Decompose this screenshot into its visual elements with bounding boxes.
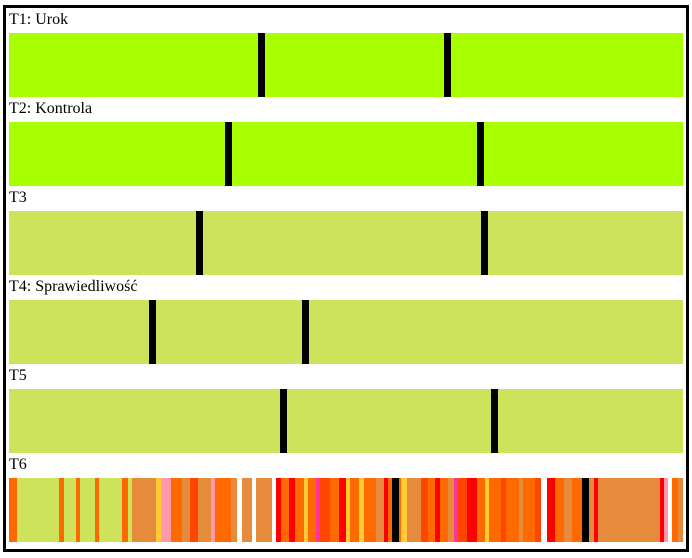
- position-marker[interactable]: [480, 211, 488, 275]
- color-stripe: [236, 478, 243, 542]
- position-marker[interactable]: [443, 33, 451, 97]
- color-stripe: [275, 478, 282, 542]
- track-label: T6: [9, 456, 27, 473]
- track-label: T2: Kontrola: [9, 100, 93, 117]
- position-marker[interactable]: [302, 300, 310, 364]
- position-marker[interactable]: [582, 478, 590, 542]
- color-stripe: [428, 478, 435, 542]
- color-stripe: [406, 478, 422, 542]
- track-bar-t6[interactable]: [9, 478, 683, 542]
- color-stripe: [99, 478, 123, 542]
- color-stripe: [281, 478, 290, 542]
- color-stripe: [271, 478, 276, 542]
- color-stripe: [363, 478, 376, 542]
- color-stripe: [434, 478, 441, 542]
- position-marker[interactable]: [149, 300, 157, 364]
- color-stripe: [294, 478, 305, 542]
- position-marker[interactable]: [391, 478, 399, 542]
- color-stripe: [350, 478, 360, 542]
- timeline-panel: T1: Urok T2: Kontrola T3 T4: Sprawiedliwość…: [3, 5, 689, 552]
- color-stripe: [127, 478, 132, 542]
- color-stripe: [541, 478, 547, 542]
- color-stripe: [518, 478, 523, 542]
- color-stripe: [58, 478, 65, 542]
- track-label: T4: Sprawiedliwość: [9, 278, 138, 295]
- track-bar-t3[interactable]: [9, 211, 683, 275]
- color-stripe: [484, 478, 489, 542]
- color-stripe: [308, 478, 317, 542]
- color-stripe: [197, 478, 212, 542]
- track-bar-t2[interactable]: [9, 122, 683, 186]
- color-stripe: [215, 478, 232, 542]
- color-stripe: [401, 478, 407, 542]
- color-stripe: [339, 478, 346, 542]
- position-marker[interactable]: [490, 389, 498, 453]
- color-stripe: [453, 478, 458, 542]
- color-stripe: [448, 478, 454, 542]
- color-stripe: [231, 478, 237, 542]
- color-stripe: [161, 478, 171, 542]
- color-stripe: [554, 478, 565, 542]
- color-stripe: [383, 478, 388, 542]
- color-stripe: [375, 478, 384, 542]
- color-stripe: [572, 478, 582, 542]
- track-bar-t1[interactable]: [9, 33, 683, 97]
- track-bar-t4[interactable]: [9, 300, 683, 364]
- color-stripe: [546, 478, 555, 542]
- color-stripe: [346, 478, 351, 542]
- color-stripe: [289, 478, 295, 542]
- color-stripe: [457, 478, 468, 542]
- color-stripe: [181, 478, 190, 542]
- color-stripe: [95, 478, 100, 542]
- track-label: T3: [9, 189, 27, 206]
- color-stripe: [467, 478, 477, 542]
- color-stripe: [476, 478, 485, 542]
- color-stripe: [189, 478, 198, 542]
- color-stripe: [564, 478, 573, 542]
- position-marker[interactable]: [225, 122, 233, 186]
- color-stripe: [17, 478, 59, 542]
- color-stripe: [668, 478, 673, 542]
- color-stripe: [598, 478, 661, 542]
- color-stripe: [64, 478, 77, 542]
- color-stripe: [677, 478, 683, 542]
- position-marker[interactable]: [257, 33, 265, 97]
- color-stripe: [304, 478, 309, 542]
- color-stripe: [329, 478, 340, 542]
- color-stripe: [664, 478, 669, 542]
- color-stripe: [131, 478, 156, 542]
- position-marker[interactable]: [195, 211, 203, 275]
- color-stripe: [522, 478, 535, 542]
- color-stripe: [122, 478, 128, 542]
- color-stripe: [320, 478, 330, 542]
- color-stripe: [211, 478, 216, 542]
- color-stripe: [242, 478, 252, 542]
- color-stripe: [506, 478, 519, 542]
- color-stripe: [251, 478, 256, 542]
- color-stripe: [534, 478, 542, 542]
- color-stripe: [440, 478, 449, 542]
- position-marker[interactable]: [280, 389, 288, 453]
- color-stripe: [316, 478, 321, 542]
- color-stripe: [79, 478, 96, 542]
- color-stripe: [594, 478, 599, 542]
- position-marker[interactable]: [477, 122, 485, 186]
- color-stripe: [501, 478, 507, 542]
- color-stripe: [660, 478, 665, 542]
- track-label: T1: Urok: [9, 11, 69, 28]
- color-stripe: [488, 478, 501, 542]
- color-stripe: [421, 478, 429, 542]
- color-stripe: [170, 478, 182, 542]
- color-stripe: [9, 478, 18, 542]
- track-label: T5: [9, 367, 27, 384]
- color-stripe: [672, 478, 678, 542]
- color-stripe: [359, 478, 364, 542]
- color-stripe: [255, 478, 272, 542]
- track-bar-t5[interactable]: [9, 389, 683, 453]
- color-stripe: [155, 478, 162, 542]
- color-stripe: [76, 478, 80, 542]
